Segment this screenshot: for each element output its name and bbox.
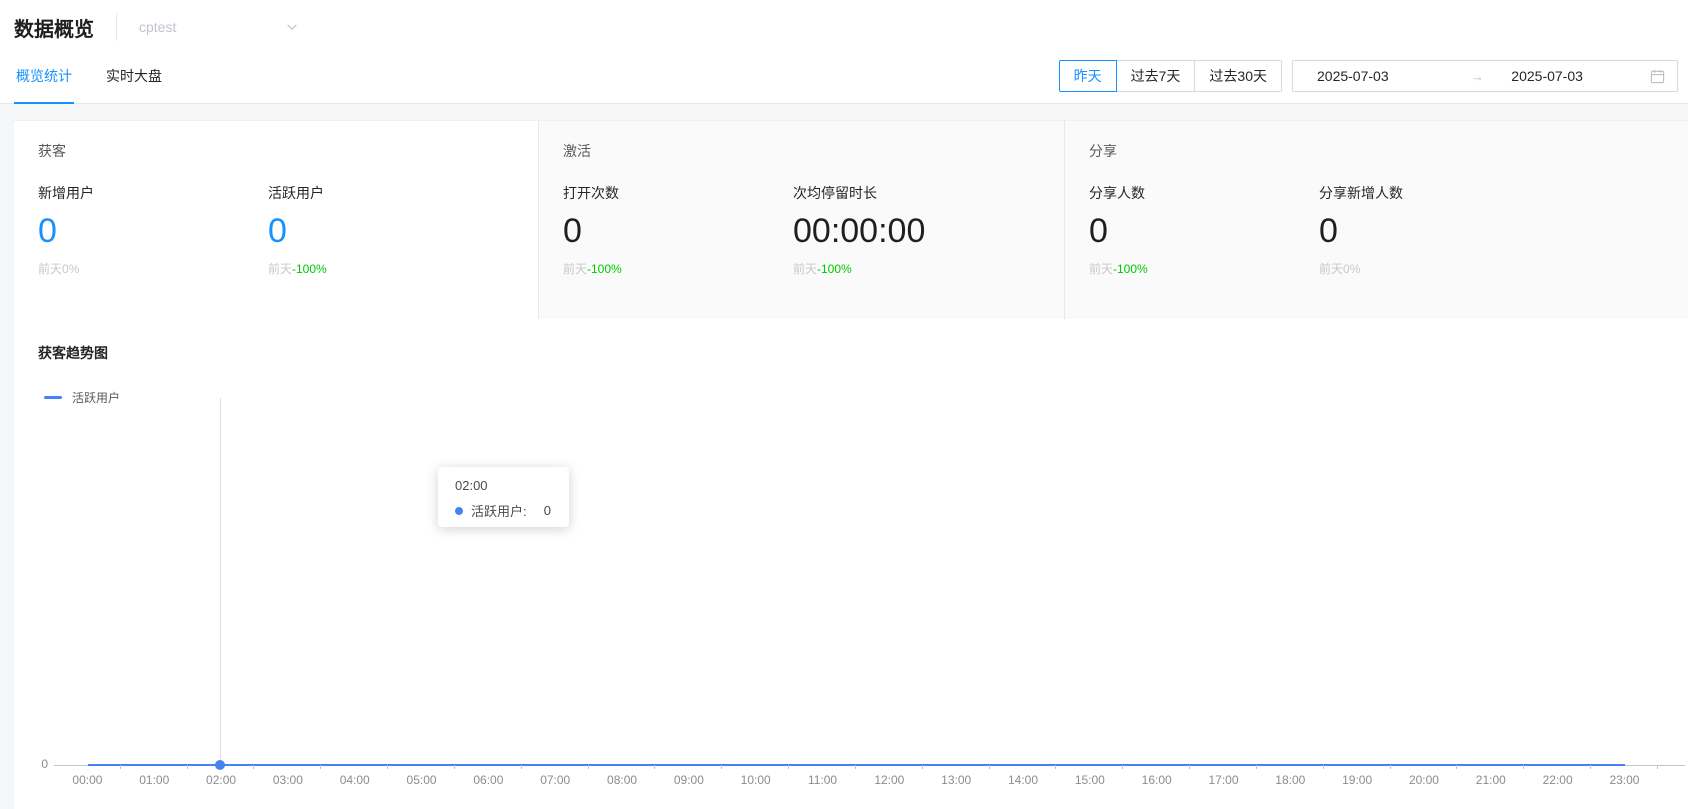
x-tick-label: 02:00 bbox=[188, 765, 255, 787]
legend-label: 活跃用户 bbox=[72, 391, 121, 405]
x-tick-label: 16:00 bbox=[1123, 765, 1190, 787]
trend-chart-title: 获客趋势图 bbox=[38, 345, 108, 361]
stat-card-acquisition[interactable]: 获客 新增用户 0 前天0% 活跃用户 0 前天-100% bbox=[14, 121, 538, 319]
x-tick-label: 10:00 bbox=[722, 765, 789, 787]
metric-label: 分享新增人数 bbox=[1319, 185, 1403, 201]
metric-label: 打开次数 bbox=[563, 185, 619, 201]
x-tick-label: 18:00 bbox=[1257, 765, 1324, 787]
x-axis-labels: 00:00 01:00 02:00 03:00 04:00 05:00 06:0… bbox=[54, 765, 1658, 787]
x-tick-label: 14:00 bbox=[990, 765, 1057, 787]
x-tick-label: 22:00 bbox=[1524, 765, 1591, 787]
tooltip-series-label: 活跃用户: bbox=[471, 504, 527, 519]
stat-card-share[interactable]: 分享 分享人数 0 前天-100% 分享新增人数 0 前天0% bbox=[1064, 121, 1688, 319]
metric-value: 00:00:00 bbox=[793, 212, 926, 250]
x-tick-label: 11:00 bbox=[789, 765, 856, 787]
series-line-active-users bbox=[88, 764, 1625, 766]
y-axis-tick-zero: 0 bbox=[41, 757, 48, 771]
metric-compare: 前天0% bbox=[1319, 262, 1361, 277]
hover-axis-pointer-line bbox=[220, 398, 221, 765]
top-bar: 数据概览 cptest bbox=[0, 0, 1688, 50]
metric-value: 0 bbox=[563, 212, 582, 250]
date-range-arrow: → bbox=[1471, 68, 1484, 84]
metric-compare: 前天0% bbox=[38, 262, 80, 277]
metric-compare: 前天-100% bbox=[793, 262, 852, 277]
tooltip-time: 02:00 bbox=[455, 478, 488, 493]
trend-chart-plot[interactable]: 0 00:00 01:00 02:00 03:00 04:00 05:00 06… bbox=[14, 396, 1688, 787]
preset-last7days-button[interactable]: 过去7天 bbox=[1115, 60, 1196, 92]
card-title: 获客 bbox=[38, 143, 66, 159]
metric-active-users: 活跃用户 0 前天-100% bbox=[268, 183, 498, 277]
metric-new-users: 新增用户 0 前天0% bbox=[38, 183, 268, 277]
title-divider bbox=[116, 13, 117, 41]
stat-cards-row: 获客 新增用户 0 前天0% 活跃用户 0 前天-100% 激活 打开次数 bbox=[14, 121, 1688, 319]
overview-panel: 获客 新增用户 0 前天0% 活跃用户 0 前天-100% 激活 打开次数 bbox=[14, 120, 1688, 809]
calendar-icon bbox=[1650, 69, 1665, 84]
x-tick-label: 07:00 bbox=[522, 765, 589, 787]
metric-open-count: 打开次数 0 前天-100% bbox=[563, 183, 793, 277]
chevron-down-icon bbox=[285, 20, 299, 34]
end-date-value[interactable]: 2025-07-03 bbox=[1511, 68, 1583, 84]
metric-avg-stay-duration: 次均停留时长 00:00:00 前天-100% bbox=[793, 183, 1023, 277]
x-tick-label: 08:00 bbox=[589, 765, 656, 787]
x-tick-label: 19:00 bbox=[1324, 765, 1391, 787]
preset-yesterday-button[interactable]: 昨天 bbox=[1058, 60, 1117, 92]
x-tick-label: 21:00 bbox=[1457, 765, 1525, 787]
x-tick-label: 23:00 bbox=[1591, 765, 1658, 787]
hovered-data-point bbox=[215, 760, 225, 770]
metric-compare: 前天-100% bbox=[1089, 262, 1148, 277]
x-tick-label: 04:00 bbox=[321, 765, 388, 787]
date-range-controls: 昨天 过去7天 过去30天 2025-07-03 → 2025-07-03 bbox=[1058, 60, 1678, 92]
date-preset-group: 昨天 过去7天 过去30天 bbox=[1058, 60, 1282, 92]
x-tick-label: 09:00 bbox=[655, 765, 723, 787]
metric-share-new-users: 分享新增人数 0 前天0% bbox=[1319, 183, 1549, 277]
x-tick-label: 00:00 bbox=[54, 765, 121, 787]
metric-value: 0 bbox=[1089, 212, 1108, 250]
x-tick-label: 13:00 bbox=[923, 765, 990, 787]
page-title: 数据概览 bbox=[14, 18, 94, 41]
metric-label: 次均停留时长 bbox=[793, 185, 877, 201]
x-tick-label: 03:00 bbox=[254, 765, 322, 787]
chart-tooltip: 02:00 活跃用户: 0 bbox=[438, 467, 569, 527]
x-tick-label: 15:00 bbox=[1056, 765, 1124, 787]
tab-overview-stats[interactable]: 概览统计 bbox=[14, 66, 74, 104]
tab-bar: 概览统计 实时大盘 昨天 过去7天 过去30天 2025-07-03 → 202… bbox=[0, 50, 1688, 104]
card-title: 激活 bbox=[563, 143, 591, 159]
x-tick-label: 01:00 bbox=[121, 765, 188, 787]
start-date-value[interactable]: 2025-07-03 bbox=[1317, 68, 1389, 84]
stat-card-activation[interactable]: 激活 打开次数 0 前天-100% 次均停留时长 00:00:00 前天-100… bbox=[538, 121, 1064, 319]
metric-share-users: 分享人数 0 前天-100% bbox=[1089, 183, 1319, 277]
x-tick-label: 17:00 bbox=[1190, 765, 1257, 787]
app-selector-dropdown[interactable]: cptest bbox=[139, 19, 299, 35]
x-tick-label: 05:00 bbox=[388, 765, 455, 787]
tooltip-series-dot-icon bbox=[455, 506, 463, 515]
x-tick-label: 06:00 bbox=[455, 765, 522, 787]
metric-compare: 前天-100% bbox=[563, 262, 622, 277]
x-tick-label: 20:00 bbox=[1391, 765, 1458, 787]
metric-label: 活跃用户 bbox=[268, 185, 324, 201]
app-selector-value: cptest bbox=[139, 19, 177, 35]
chart-legend[interactable]: 活跃用户 bbox=[44, 389, 120, 406]
metric-compare: 前天-100% bbox=[268, 262, 327, 277]
x-tick-label: 12:00 bbox=[856, 765, 923, 787]
metric-value: 0 bbox=[1319, 212, 1338, 250]
date-range-picker[interactable]: 2025-07-03 → 2025-07-03 bbox=[1292, 60, 1678, 92]
tooltip-series-value: 0 bbox=[543, 503, 551, 518]
tab-realtime-dashboard[interactable]: 实时大盘 bbox=[106, 68, 162, 84]
preset-last30days-button[interactable]: 过去30天 bbox=[1194, 60, 1282, 92]
metric-value: 0 bbox=[268, 212, 287, 250]
metric-label: 新增用户 bbox=[38, 185, 94, 201]
legend-line-swatch bbox=[44, 396, 62, 399]
metric-label: 分享人数 bbox=[1089, 185, 1145, 201]
card-title: 分享 bbox=[1089, 143, 1117, 159]
metric-value: 0 bbox=[38, 212, 57, 250]
